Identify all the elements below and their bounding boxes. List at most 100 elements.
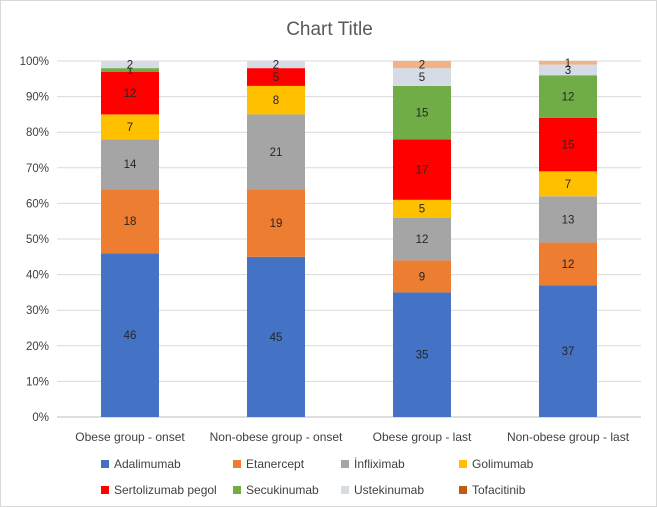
- data-label: 14: [124, 159, 137, 171]
- data-label: 17: [416, 165, 429, 177]
- legend-item: Secukinumab: [233, 483, 319, 497]
- legend-label: Ustekinumab: [354, 483, 425, 497]
- data-label: 1: [127, 65, 133, 77]
- data-label: 15: [562, 140, 575, 152]
- bar-segment: [101, 253, 159, 417]
- data-label: 35: [416, 350, 429, 362]
- legend-swatch: [459, 460, 467, 468]
- bar-segment: [101, 61, 159, 69]
- data-label: 19: [270, 218, 283, 230]
- legend-item: Sertolizumab pegol: [101, 483, 217, 497]
- data-label: 2: [127, 60, 133, 72]
- bar-segment: [247, 68, 305, 86]
- bar-segment: [393, 260, 451, 293]
- y-tick-label: 30%: [26, 305, 49, 317]
- bar-segment: [101, 71, 159, 115]
- legend-item: Etanercept: [233, 457, 304, 471]
- data-label: 5: [273, 72, 279, 84]
- data-label: 12: [416, 234, 429, 246]
- legend-swatch: [101, 460, 109, 468]
- data-label: 15: [416, 108, 429, 120]
- data-label: 5: [419, 72, 425, 84]
- y-tick-label: 50%: [26, 234, 49, 246]
- data-label: 21: [270, 147, 283, 159]
- bar-segment: [393, 199, 451, 218]
- bar-segment: [101, 189, 159, 254]
- bar-segment: [101, 114, 159, 140]
- bar-segment: [539, 285, 597, 417]
- bar-segment: [393, 217, 451, 261]
- legend-swatch: [233, 486, 241, 494]
- data-label: 12: [124, 88, 137, 100]
- legend-item: Ustekinumab: [341, 483, 424, 497]
- data-label: 7: [565, 179, 571, 191]
- bar-segment: [393, 61, 451, 69]
- bar-segment: [247, 114, 305, 190]
- legend-swatch: [233, 460, 241, 468]
- bar-segment: [393, 292, 451, 417]
- x-tick-label: Obese group - onset: [75, 430, 185, 444]
- y-tick-label: 40%: [26, 270, 49, 282]
- y-tick-label: 80%: [26, 127, 49, 139]
- legend-label: Golimumab: [472, 457, 534, 471]
- legend-swatch: [459, 486, 467, 494]
- data-label: 1: [565, 58, 571, 70]
- y-tick-label: 70%: [26, 163, 49, 175]
- data-label: 12: [562, 259, 575, 271]
- data-label: 3: [565, 65, 571, 77]
- bar-segment: [539, 242, 597, 286]
- bar-segment: [539, 61, 597, 65]
- bar-segment: [393, 68, 451, 86]
- data-label: 8: [273, 95, 279, 107]
- bar-segment: [539, 171, 597, 197]
- legend-label: Tofacitinib: [472, 483, 526, 497]
- data-label: 5: [419, 204, 425, 216]
- y-tick-label: 60%: [26, 198, 49, 210]
- data-label: 37: [562, 346, 575, 358]
- legend-item: Golimumab: [459, 457, 533, 471]
- data-label: 9: [419, 271, 425, 283]
- data-label: 7: [127, 122, 133, 134]
- bar-segment: [393, 85, 451, 140]
- data-label: 12: [562, 92, 575, 104]
- legend-item: Tofacitinib: [459, 483, 525, 497]
- bar-segment: [247, 61, 305, 69]
- y-tick-label: 0%: [32, 412, 49, 424]
- bar-segment: [247, 256, 305, 417]
- legend-label: Sertolizumab pegol: [114, 483, 217, 497]
- x-tick-label: Obese group - last: [373, 430, 472, 444]
- data-label: 45: [270, 332, 283, 344]
- legend-label: İnfliximab: [354, 457, 405, 471]
- bar-segment: [247, 189, 305, 257]
- bar-segment: [101, 68, 159, 72]
- y-tick-label: 90%: [26, 92, 49, 104]
- legend-swatch: [101, 486, 109, 494]
- legend-swatch: [341, 486, 349, 494]
- data-label: 13: [562, 214, 575, 226]
- data-label: 2: [419, 60, 425, 72]
- data-label: 18: [124, 216, 137, 228]
- data-label: 46: [124, 330, 137, 342]
- bar-segment: [247, 85, 305, 115]
- data-label: 2: [273, 60, 279, 72]
- chart-title: Chart Title: [286, 19, 373, 40]
- x-tick-label: Non-obese group - last: [507, 430, 630, 444]
- legend-label: Secukinumab: [246, 483, 319, 497]
- bar-segment: [539, 196, 597, 243]
- x-tick-label: Non-obese group - onset: [210, 430, 343, 444]
- legend-item: İnfliximab: [341, 457, 405, 471]
- y-tick-label: 20%: [26, 341, 49, 353]
- bar-segment: [393, 139, 451, 200]
- bar-segment: [539, 75, 597, 118]
- bar-segment: [539, 64, 597, 76]
- legend-label: Adalimumab: [114, 457, 181, 471]
- legend-label: Etanercept: [246, 457, 305, 471]
- y-tick-label: 100%: [20, 56, 49, 68]
- bar-segment: [539, 117, 597, 172]
- bar-segment: [101, 139, 159, 190]
- legend-item: Adalimumab: [101, 457, 181, 471]
- legend-swatch: [341, 460, 349, 468]
- y-tick-label: 10%: [26, 376, 49, 388]
